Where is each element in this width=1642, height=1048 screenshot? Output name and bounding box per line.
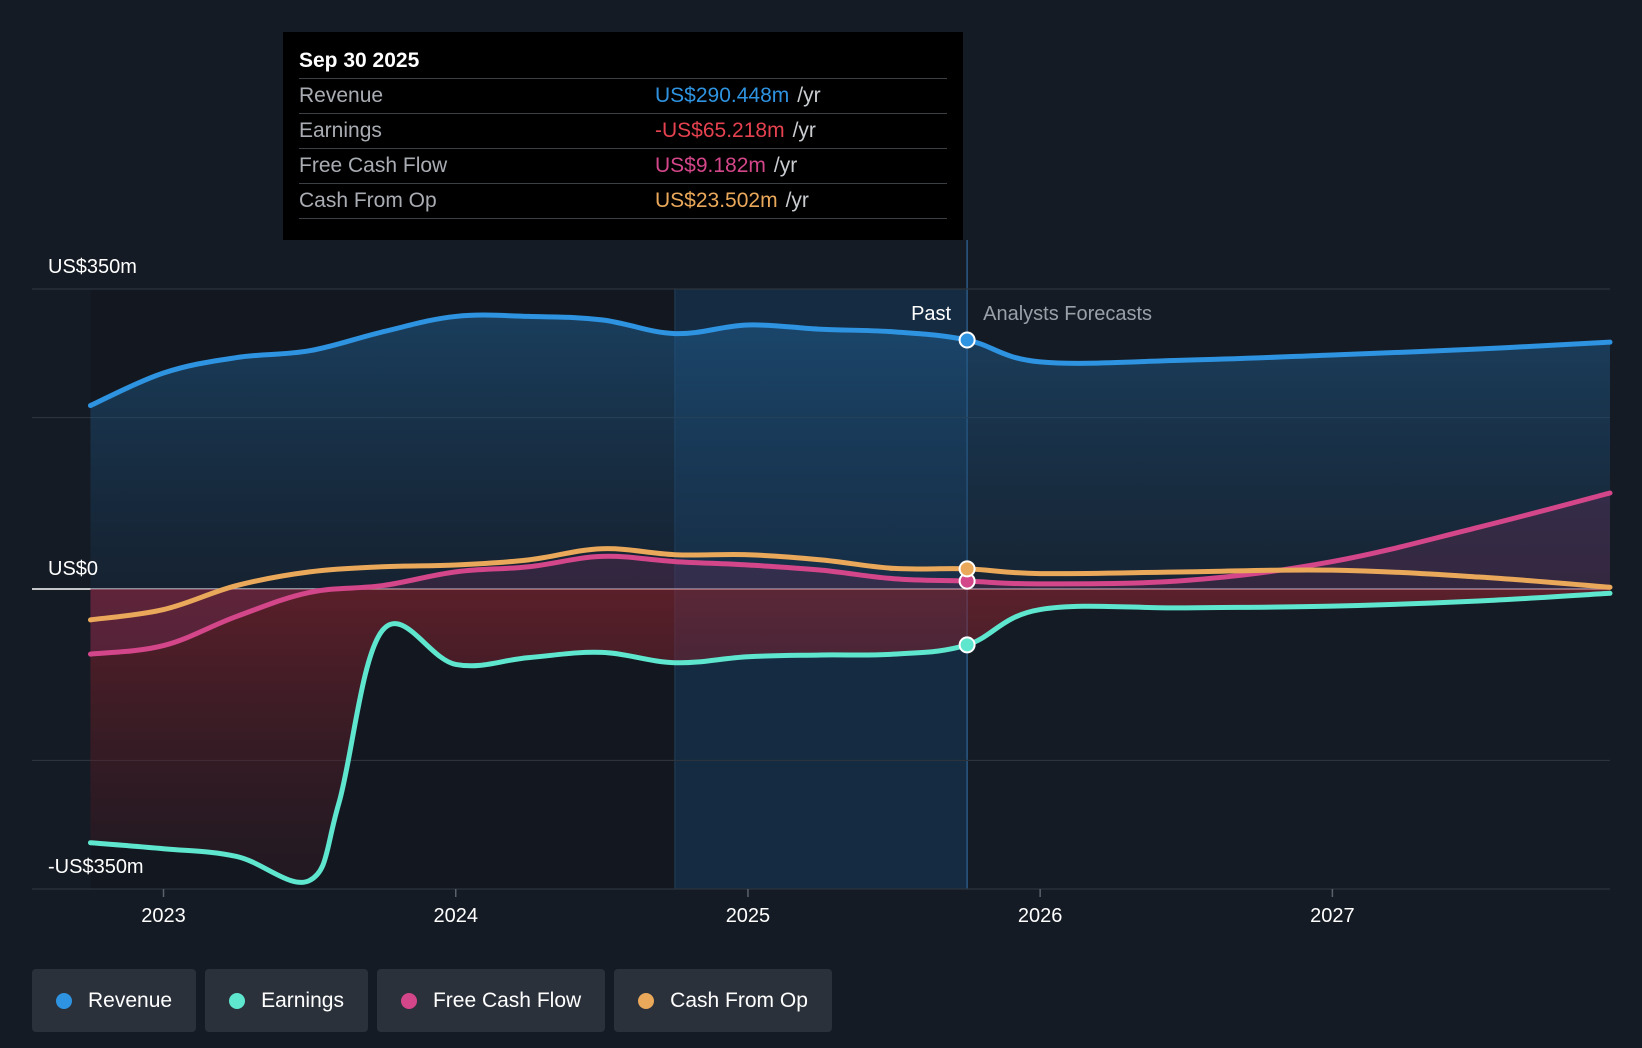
marker-cash-from-op <box>958 560 976 578</box>
earnings-area <box>90 589 1610 883</box>
series-line-earnings <box>87 590 1613 885</box>
legend-item-earnings[interactable]: Earnings <box>205 969 368 1032</box>
free-cash-flow-area <box>90 493 1610 655</box>
tooltip-value: US$290.448m/yr <box>655 84 821 107</box>
y-tick-label: -US$350m <box>48 856 144 878</box>
marker-layer <box>958 331 976 654</box>
legend-dot-icon <box>56 992 72 1009</box>
tooltip-row-cash-from-op: Cash From Op US$23.502m/yr <box>299 183 947 219</box>
legend-label: Cash From Op <box>670 988 808 1012</box>
tooltip-label: Free Cash Flow <box>299 154 448 177</box>
tooltip-value: US$9.182m/yr <box>655 154 798 177</box>
legend-dot-icon <box>229 992 246 1009</box>
marker-revenue <box>958 331 976 349</box>
line-layer <box>87 312 1613 885</box>
x-tick-label: 2027 <box>1310 905 1355 927</box>
forecast-label: Analysts Forecasts <box>983 303 1152 325</box>
fill-layer <box>90 315 1610 883</box>
tooltip-date: Sep 30 2025 <box>299 49 420 72</box>
past-label: Past <box>911 303 951 325</box>
tooltip-row-earnings: Earnings -US$65.218m/yr <box>299 113 947 148</box>
y-tick-label: US$0 <box>48 558 98 580</box>
tooltip-row-revenue: Revenue US$290.448m/yr <box>299 78 947 113</box>
legend-item-revenue[interactable]: Revenue <box>32 969 197 1032</box>
tooltip-label: Cash From Op <box>299 189 437 212</box>
revenue-area <box>90 315 1610 589</box>
tooltip-row-free-cash-flow: Free Cash Flow US$9.182m/yr <box>299 148 947 183</box>
legend: Revenue Earnings Free Cash Flow Cash Fro… <box>32 969 832 1032</box>
tooltip-label: Revenue <box>299 84 384 107</box>
x-tick-label: 2024 <box>433 905 478 927</box>
legend-dot-icon <box>400 992 417 1009</box>
legend-item-cash-from-op[interactable]: Cash From Op <box>614 969 832 1032</box>
tooltip-value: US$23.502m/yr <box>655 189 809 212</box>
y-tick-label: US$350m <box>48 256 137 278</box>
tooltip-label: Earnings <box>299 119 382 142</box>
legend-label: Revenue <box>88 988 173 1012</box>
x-tick-label: 2026 <box>1018 905 1063 927</box>
legend-dot-icon <box>638 992 655 1009</box>
series-line-revenue <box>87 312 1613 409</box>
marker-earnings <box>958 636 976 654</box>
legend-label: Free Cash Flow <box>432 988 582 1012</box>
tooltip: Sep 30 2025 Revenue US$290.448m/yr Earni… <box>283 32 963 240</box>
tooltip-value: -US$65.218m/yr <box>655 119 816 142</box>
chart: Past Analysts Forecasts US$350m US$0 -US$3… <box>32 240 1613 927</box>
text-layer: Past Analysts Forecasts US$350m US$0 -US$3… <box>48 256 1355 927</box>
series-line-cash-from-op <box>87 546 1613 623</box>
x-tick-label: 2025 <box>726 905 771 927</box>
x-tick-label: 2023 <box>141 905 186 927</box>
legend-item-free-cash-flow[interactable]: Free Cash Flow <box>376 969 606 1032</box>
legend-label: Earnings <box>261 988 344 1012</box>
